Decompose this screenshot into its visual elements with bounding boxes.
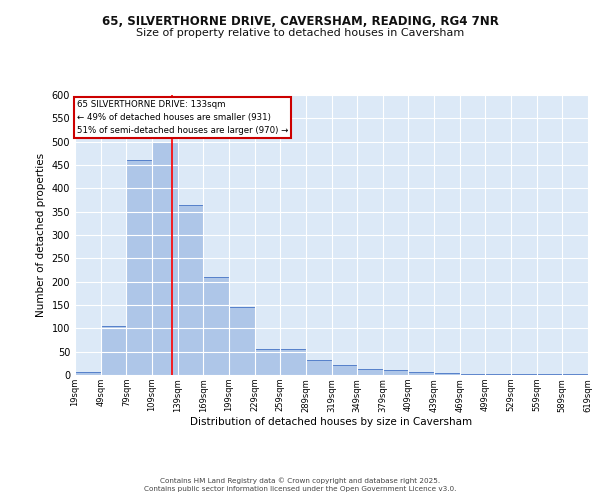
Text: 65, SILVERTHORNE DRIVE, CAVERSHAM, READING, RG4 7NR: 65, SILVERTHORNE DRIVE, CAVERSHAM, READI… [101, 15, 499, 28]
Bar [127, 160, 152, 375]
Bar [101, 326, 127, 375]
Text: Contains HM Land Registry data © Crown copyright and database right 2025.
Contai: Contains HM Land Registry data © Crown c… [144, 478, 456, 492]
Bar [409, 372, 434, 375]
Y-axis label: Number of detached properties: Number of detached properties [36, 153, 46, 317]
Bar [511, 374, 537, 375]
X-axis label: Distribution of detached houses by size in Caversham: Distribution of detached houses by size … [190, 417, 473, 427]
Bar [383, 370, 409, 375]
Bar [562, 374, 588, 375]
Text: 65 SILVERTHORNE DRIVE: 133sqm
← 49% of detached houses are smaller (931)
51% of : 65 SILVERTHORNE DRIVE: 133sqm ← 49% of d… [77, 100, 288, 135]
Bar [254, 350, 280, 375]
Bar [306, 360, 331, 375]
Bar [229, 308, 254, 375]
Bar [460, 374, 485, 375]
Bar [280, 350, 306, 375]
Bar [203, 277, 229, 375]
Bar [178, 204, 203, 375]
Bar [434, 373, 460, 375]
Bar [152, 142, 178, 375]
Text: Size of property relative to detached houses in Caversham: Size of property relative to detached ho… [136, 28, 464, 38]
Bar [357, 370, 383, 375]
Bar [75, 372, 101, 375]
Bar [485, 374, 511, 375]
Bar [331, 364, 357, 375]
Bar [537, 374, 562, 375]
